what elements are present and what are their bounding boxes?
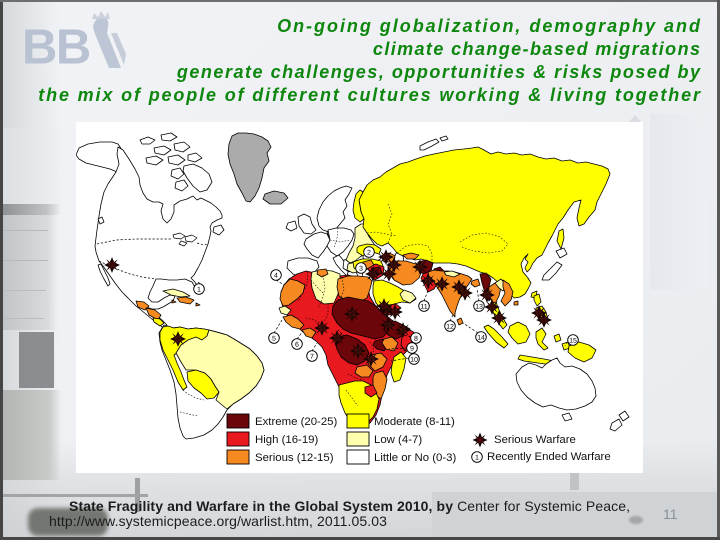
svg-text:10: 10 — [410, 357, 418, 364]
svg-text:3: 3 — [359, 266, 363, 273]
svg-text:Moderate (8-11): Moderate (8-11) — [374, 416, 455, 428]
svg-text:9: 9 — [410, 346, 414, 353]
svg-text:6: 6 — [295, 342, 299, 349]
svg-text:Serious Warfare: Serious Warfare — [494, 434, 576, 446]
svg-text:Serious (12-15): Serious (12-15) — [255, 452, 334, 464]
svg-text:7: 7 — [310, 354, 314, 361]
svg-text:5: 5 — [272, 336, 276, 343]
svg-text:12: 12 — [446, 324, 454, 331]
svg-text:8: 8 — [414, 336, 418, 343]
svg-text:2: 2 — [367, 250, 371, 257]
svg-text:High (16-19): High (16-19) — [255, 434, 319, 446]
svg-text:14: 14 — [477, 335, 485, 342]
svg-text:Recently Ended Warfare: Recently Ended Warfare — [487, 451, 611, 463]
svg-text:Extreme (20-25): Extreme (20-25) — [255, 416, 337, 428]
svg-text:4: 4 — [274, 273, 278, 280]
svg-text:BB: BB — [22, 21, 90, 73]
svg-text:Low (4-7): Low (4-7) — [374, 434, 422, 446]
svg-text:1: 1 — [475, 455, 479, 462]
svg-text:Little or No (0-3): Little or No (0-3) — [374, 452, 456, 464]
svg-text:11: 11 — [420, 304, 427, 311]
svg-text:15: 15 — [569, 338, 577, 345]
svg-text:1: 1 — [197, 287, 201, 294]
svg-text:13: 13 — [475, 304, 483, 311]
